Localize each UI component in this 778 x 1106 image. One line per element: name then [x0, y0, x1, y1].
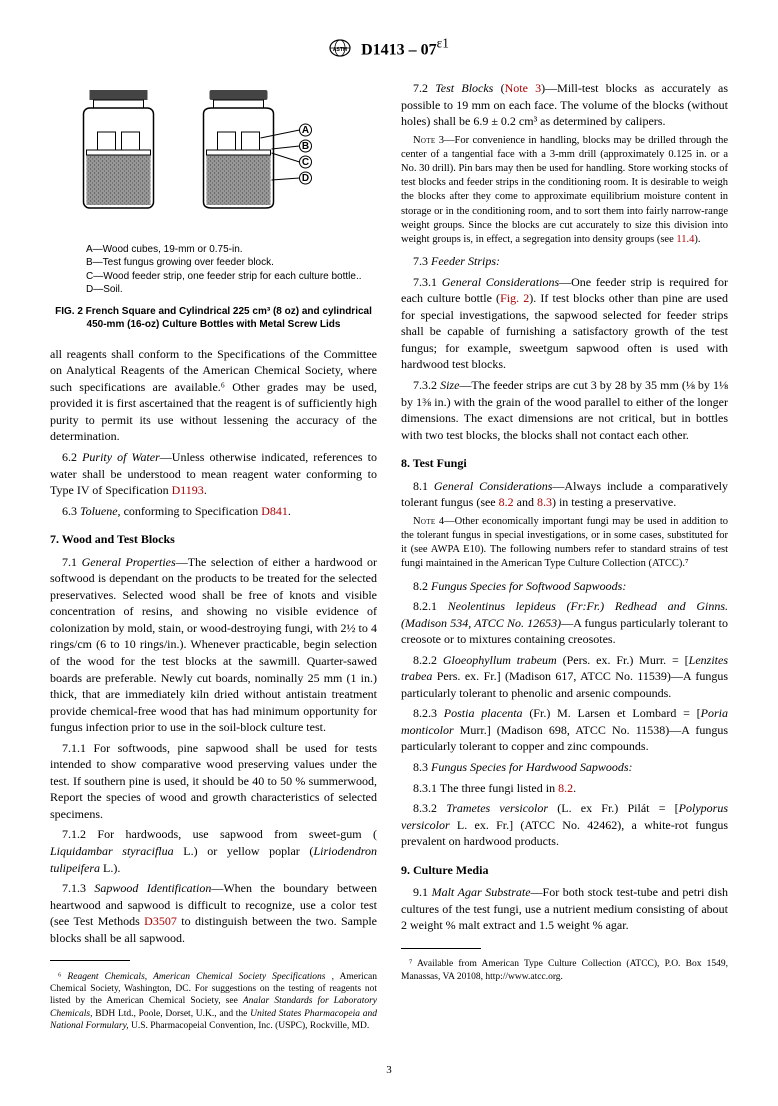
para-7-3: 7.3 Feeder Strips: [401, 253, 728, 270]
footnote-7: ⁷ Available from American Type Culture C… [401, 958, 728, 983]
para-7-3-2: 7.3.2 Size—The feeder strips are cut 3 b… [401, 377, 728, 443]
svg-text:A: A [302, 125, 309, 136]
two-column-body: A B C D A—Wood cubes, 19-mm or 0.75-in. … [50, 80, 728, 1042]
para-8-3-2: 8.3.2 Trametes versicolor (L. ex Fr.) Pi… [401, 800, 728, 850]
epsilon: ε1 [437, 41, 449, 58]
left-column: A B C D A—Wood cubes, 19-mm or 0.75-in. … [50, 80, 377, 1042]
link-11-4[interactable]: 11.4 [676, 234, 694, 245]
para-reagents-cont: all reagents shall conform to the Specif… [50, 346, 377, 445]
para-8-1: 8.1 General Considerations—Always includ… [401, 478, 728, 511]
link-d1193[interactable]: D1193 [172, 483, 204, 497]
footnote-6: ⁶ Reagent Chemicals, American Chemical S… [50, 971, 377, 1033]
para-8-2-2: 8.2.2 Gloeophyllum trabeum (Pers. ex. Fr… [401, 652, 728, 702]
astm-logo: ASTM [329, 39, 351, 62]
link-d3507[interactable]: D3507 [144, 914, 177, 928]
footnote-rule-right [401, 948, 481, 949]
legend-d: D—Soil. [86, 283, 377, 297]
designation: D1413 – 07 [361, 41, 437, 58]
para-7-1-2: 7.1.2 For hardwoods, use sapwood from sw… [50, 826, 377, 876]
svg-text:ASTM: ASTM [333, 47, 347, 53]
heading-7: 7. Wood and Test Blocks [50, 531, 377, 548]
legend-a: A—Wood cubes, 19-mm or 0.75-in. [86, 243, 377, 257]
link-note3[interactable]: Note 3 [505, 81, 542, 95]
link-8-2b[interactable]: 8.2 [558, 781, 573, 795]
para-8-2: 8.2 Fungus Species for Softwood Sapwoods… [401, 578, 728, 595]
svg-text:B: B [302, 141, 309, 152]
footnote-rule-left [50, 960, 130, 961]
para-6-2: 6.2 Purity of Water—Unless otherwise ind… [50, 449, 377, 499]
right-column: 7.2 Test Blocks (Note 3)—Mill-test block… [401, 80, 728, 1042]
para-6-3: 6.3 Toluene, conforming to Specification… [50, 503, 377, 520]
para-8-2-1: 8.2.1 Neolentinus lepideus (Fr:Fr.) Redh… [401, 598, 728, 648]
para-8-3-1: 8.3.1 The three fungi listed in 8.2. [401, 780, 728, 797]
figure-2-illustration: A B C D [50, 80, 377, 230]
para-8-2-3: 8.2.3 Postia placenta (Fr.) M. Larsen et… [401, 705, 728, 755]
heading-9: 9. Culture Media [401, 862, 728, 879]
para-8-3: 8.3 Fungus Species for Hardwood Sapwoods… [401, 759, 728, 776]
link-8-3[interactable]: 8.3 [537, 495, 552, 509]
figure-2: A B C D A—Wood cubes, 19-mm or 0.75-in. … [50, 80, 377, 332]
legend-c: C—Wood feeder strip, one feeder strip fo… [86, 270, 377, 284]
para-7-1-1: 7.1.1 For softwoods, pine sapwood shall … [50, 740, 377, 823]
svg-text:C: C [302, 157, 309, 168]
para-7-1: 7.1 General Properties—The selection of … [50, 554, 377, 736]
heading-8: 8. Test Fungi [401, 455, 728, 472]
svg-text:D: D [302, 173, 309, 184]
note-4: Note 4—Other economically important fung… [401, 515, 728, 572]
page: { "header": { "designation": "D1413 – 07… [0, 0, 778, 1106]
figure-caption: FIG. 2 French Square and Cylindrical 225… [50, 305, 377, 332]
note-3: Note 3—For convenience in handling, bloc… [401, 134, 728, 247]
para-7-1-3: 7.1.3 Sapwood Identification—When the bo… [50, 880, 377, 946]
legend-b: B—Test fungus growing over feeder block. [86, 256, 377, 270]
page-number: 3 [50, 1064, 728, 1076]
link-d841[interactable]: D841 [261, 504, 288, 518]
header: ASTM D1413 – 07ε1 [50, 36, 728, 62]
para-7-3-1: 7.3.1 General Considerations—One feeder … [401, 274, 728, 373]
para-9-1: 9.1 Malt Agar Substrate—For both stock t… [401, 884, 728, 934]
link-fig2[interactable]: Fig. 2 [500, 291, 529, 305]
figure-legend: A—Wood cubes, 19-mm or 0.75-in. B—Test f… [86, 243, 377, 297]
para-7-2: 7.2 Test Blocks (Note 3)—Mill-test block… [401, 80, 728, 130]
link-8-2[interactable]: 8.2 [499, 495, 514, 509]
